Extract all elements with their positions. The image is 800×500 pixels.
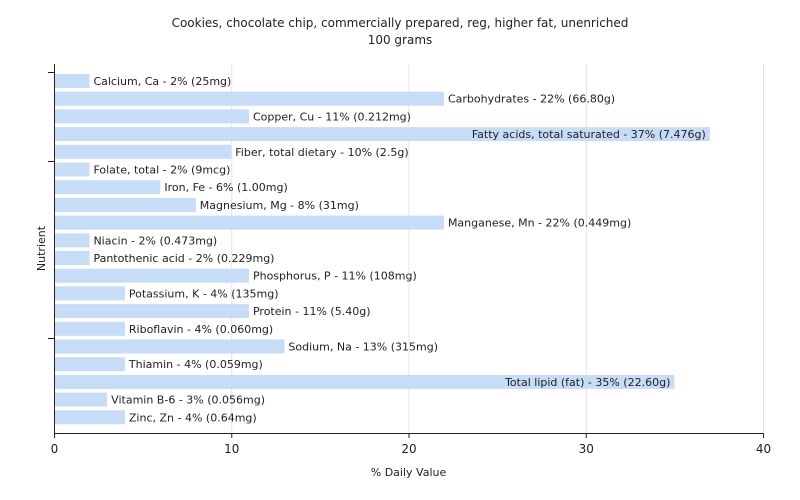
x-tick-label: 10 <box>224 442 239 456</box>
x-axis-title: % Daily Value <box>371 466 447 479</box>
chart-subtitle: 100 grams <box>367 33 433 47</box>
bar <box>55 109 249 124</box>
bar <box>55 286 125 301</box>
chart-title: Cookies, chocolate chip, commercially pr… <box>171 16 629 30</box>
bar-label: Riboflavin - 4% (0.060mg) <box>129 323 273 336</box>
bar <box>55 268 249 283</box>
bar <box>55 233 90 248</box>
bar <box>55 357 125 372</box>
bar-label: Magnesium, Mg - 8% (31mg) <box>200 199 359 212</box>
y-axis-ticks <box>48 72 54 339</box>
bar-label: Manganese, Mn - 22% (0.449mg) <box>448 217 631 230</box>
bar-label: Total lipid (fat) - 35% (22.60g) <box>504 376 670 389</box>
bar-label: Phosphorus, P - 11% (108mg) <box>253 270 417 283</box>
bar-label: Pantothenic acid - 2% (0.229mg) <box>93 252 274 265</box>
bar <box>55 215 444 230</box>
y-axis-title: Nutrient <box>35 225 48 271</box>
bar-label: Zinc, Zn - 4% (0.64mg) <box>129 411 257 424</box>
bar <box>55 410 125 425</box>
bar <box>55 392 108 407</box>
bar-label: Fatty acids, total saturated - 37% (7.47… <box>472 128 706 141</box>
bar <box>55 127 710 142</box>
bar <box>55 91 444 106</box>
bar <box>55 374 675 389</box>
bar-label: Vitamin B-6 - 3% (0.056mg) <box>111 394 265 407</box>
bar <box>55 74 90 88</box>
x-tick-label: 30 <box>579 442 594 456</box>
bar-label: Calcium, Ca - 2% (25mg) <box>93 75 231 88</box>
bar <box>55 162 90 177</box>
bar-label: Potassium, K - 4% (135mg) <box>129 287 279 300</box>
bar <box>55 251 90 265</box>
x-axis-ticks: 0 10 20 30 40 <box>51 433 771 456</box>
bar-label: Copper, Cu - 11% (0.212mg) <box>253 110 411 123</box>
bar-label: Thiamin - 4% (0.059mg) <box>128 358 263 371</box>
bar <box>55 144 232 159</box>
bar-label: Fiber, total dietary - 10% (2.5g) <box>235 146 408 159</box>
x-tick-label: 20 <box>401 442 416 456</box>
x-tick-label: 40 <box>756 442 771 456</box>
bar <box>55 197 196 212</box>
bar-label: Niacin - 2% (0.473mg) <box>93 234 217 247</box>
bar <box>55 304 249 319</box>
bar-label: Folate, total - 2% (9mcg) <box>93 164 230 177</box>
bar <box>55 321 125 336</box>
bar <box>55 339 285 354</box>
bar-label: Protein - 11% (5.40g) <box>253 305 371 318</box>
bar <box>55 180 161 195</box>
bar-label: Iron, Fe - 6% (1.00mg) <box>164 181 287 194</box>
bar-label: Sodium, Na - 13% (315mg) <box>288 341 438 354</box>
bar-label: Carbohydrates - 22% (66.80g) <box>448 93 615 106</box>
grid-lines <box>231 64 764 433</box>
bars: Calcium, Ca - 2% (25mg) Carbohydrates - 2… <box>55 74 710 425</box>
x-tick-label: 0 <box>51 442 59 456</box>
